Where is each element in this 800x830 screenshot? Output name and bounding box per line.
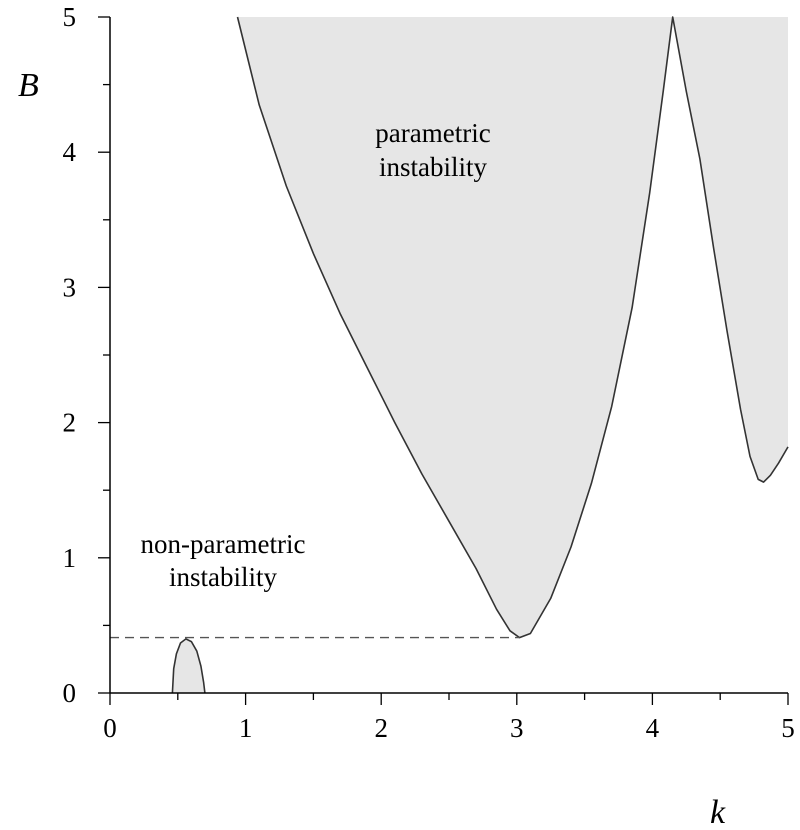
non-parametric-label-line1: non-parametric bbox=[141, 529, 306, 559]
parametric-label-line1: parametric bbox=[375, 118, 490, 148]
parametric-label-line2: instability bbox=[379, 152, 488, 182]
labels: 0 1 2 3 4 5012345Bknon-parametricinstabilityp… bbox=[18, 2, 795, 830]
y-tick-label: 4 bbox=[63, 137, 77, 167]
x-tick-label: 3 bbox=[510, 713, 524, 743]
non-parametric-region-fill bbox=[172, 638, 205, 693]
y-tick-label: 5 bbox=[63, 2, 77, 32]
parametric-boundary bbox=[236, 16, 789, 639]
x-axis-title: k bbox=[710, 794, 726, 830]
ticks bbox=[98, 16, 789, 705]
x-tick-label: 5 bbox=[781, 713, 795, 743]
y-tick-label: 2 bbox=[63, 408, 77, 438]
instability-regions bbox=[171, 16, 789, 694]
y-tick-label: 0 bbox=[63, 678, 77, 708]
x-tick-label: 4 bbox=[646, 713, 660, 743]
y-tick-label: 3 bbox=[63, 272, 77, 302]
y-axis-title: B bbox=[18, 67, 39, 104]
y-tick-label: 1 bbox=[63, 543, 77, 573]
non-parametric-label-line2: instability bbox=[169, 562, 278, 592]
parametric-region-fill bbox=[237, 17, 788, 638]
x-tick-label: 0 bbox=[103, 713, 117, 743]
x-tick-label: 1 bbox=[239, 713, 253, 743]
x-tick-label: 2 bbox=[374, 713, 388, 743]
non-parametric-boundary bbox=[171, 637, 206, 694]
